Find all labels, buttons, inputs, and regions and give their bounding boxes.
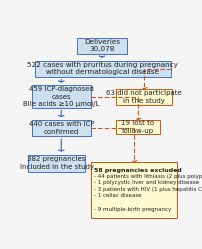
Text: 522 cases with pruritus during pregnancy
without dermatological disease: 522 cases with pruritus during pregnancy… (27, 62, 178, 75)
Text: 459 ICP-diagnosed
cases
Bile acids ≥10 μmol/L: 459 ICP-diagnosed cases Bile acids ≥10 μ… (23, 86, 100, 107)
FancyBboxPatch shape (91, 162, 177, 218)
Text: 58 pregnancies excluded: 58 pregnancies excluded (94, 168, 182, 173)
Text: Deliveries
30,078: Deliveries 30,078 (84, 39, 120, 53)
FancyBboxPatch shape (32, 85, 91, 108)
FancyBboxPatch shape (77, 38, 127, 54)
Text: 63 did not participate
in the study: 63 did not participate in the study (106, 90, 182, 104)
FancyBboxPatch shape (28, 154, 85, 172)
Text: 382 pregnancies
included in the study: 382 pregnancies included in the study (20, 156, 94, 170)
Text: 440 cases with ICP
confirmed: 440 cases with ICP confirmed (28, 122, 94, 135)
FancyBboxPatch shape (32, 120, 91, 136)
Text: 19 lost to
follow-up: 19 lost to follow-up (121, 121, 155, 134)
Text: - 44 patients with lithiasis (2 plus polyps)
- 1 polycystic liver and kidney dis: - 44 patients with lithiasis (2 plus pol… (94, 174, 202, 212)
FancyBboxPatch shape (35, 61, 171, 77)
FancyBboxPatch shape (116, 89, 173, 105)
FancyBboxPatch shape (116, 120, 160, 134)
